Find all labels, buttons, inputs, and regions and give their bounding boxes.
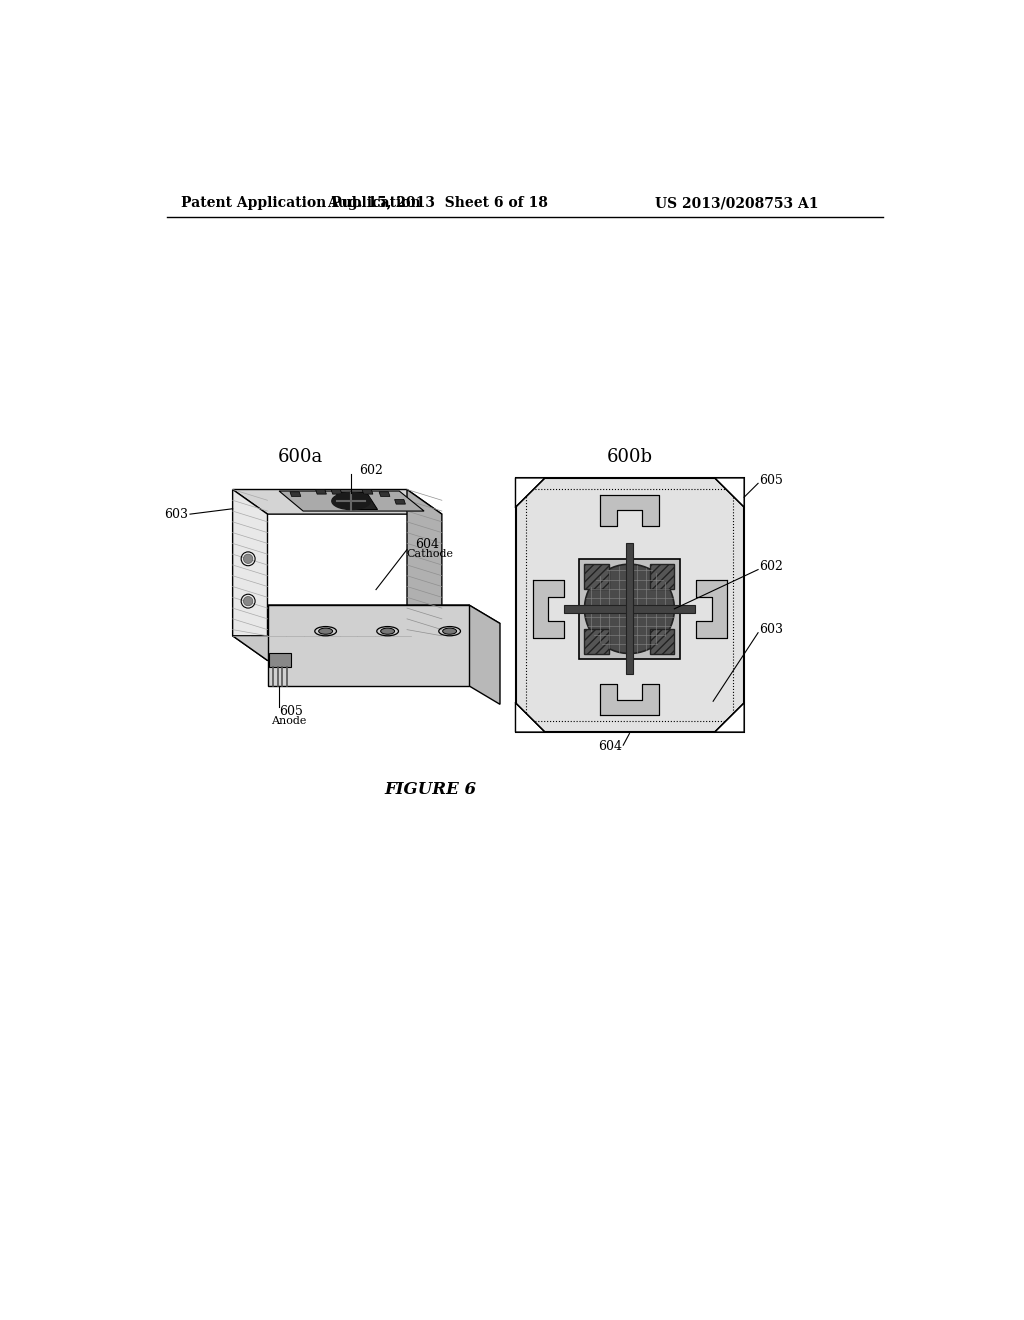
Bar xyxy=(649,564,675,589)
Polygon shape xyxy=(315,490,327,494)
Polygon shape xyxy=(336,492,378,510)
Polygon shape xyxy=(715,478,744,507)
Text: 605: 605 xyxy=(280,705,303,718)
Bar xyxy=(585,628,609,653)
Polygon shape xyxy=(232,636,442,660)
Ellipse shape xyxy=(332,492,371,510)
Polygon shape xyxy=(267,605,500,623)
Text: Cathode: Cathode xyxy=(407,549,454,560)
Circle shape xyxy=(585,564,675,653)
Polygon shape xyxy=(331,490,342,494)
Polygon shape xyxy=(532,579,563,638)
Text: 602: 602 xyxy=(760,560,783,573)
Bar xyxy=(585,564,609,589)
Bar xyxy=(626,544,633,675)
Polygon shape xyxy=(362,490,373,494)
Polygon shape xyxy=(715,702,744,733)
Bar xyxy=(515,478,744,733)
Text: 603: 603 xyxy=(760,623,783,636)
Polygon shape xyxy=(232,490,267,660)
Polygon shape xyxy=(280,491,424,511)
Text: 600b: 600b xyxy=(607,449,653,466)
Ellipse shape xyxy=(381,628,394,635)
Text: US 2013/0208753 A1: US 2013/0208753 A1 xyxy=(655,197,818,210)
Text: 604: 604 xyxy=(415,539,438,552)
Text: 604: 604 xyxy=(598,741,622,754)
Polygon shape xyxy=(290,492,301,496)
Text: 605: 605 xyxy=(760,474,783,487)
Polygon shape xyxy=(407,490,442,660)
Text: Patent Application Publication: Patent Application Publication xyxy=(180,197,420,210)
Text: Aug. 15, 2013  Sheet 6 of 18: Aug. 15, 2013 Sheet 6 of 18 xyxy=(328,197,549,210)
Text: 603: 603 xyxy=(165,508,188,520)
Text: FIGURE 6: FIGURE 6 xyxy=(384,781,476,799)
Ellipse shape xyxy=(318,628,333,635)
Bar xyxy=(563,605,695,612)
Bar xyxy=(526,488,733,721)
Polygon shape xyxy=(379,492,390,496)
Polygon shape xyxy=(469,605,500,705)
Ellipse shape xyxy=(244,554,253,564)
Bar xyxy=(649,628,675,653)
Polygon shape xyxy=(600,684,658,715)
Polygon shape xyxy=(515,478,545,507)
Text: Anode: Anode xyxy=(270,715,306,726)
Polygon shape xyxy=(269,653,291,667)
Polygon shape xyxy=(394,499,406,504)
Text: 600a: 600a xyxy=(278,449,323,466)
Bar xyxy=(579,558,680,659)
Polygon shape xyxy=(232,490,442,515)
Ellipse shape xyxy=(244,597,253,606)
Text: 602: 602 xyxy=(359,463,383,477)
Ellipse shape xyxy=(442,628,457,635)
Polygon shape xyxy=(696,579,727,638)
Polygon shape xyxy=(267,605,469,686)
Polygon shape xyxy=(600,495,658,525)
Polygon shape xyxy=(515,702,545,733)
